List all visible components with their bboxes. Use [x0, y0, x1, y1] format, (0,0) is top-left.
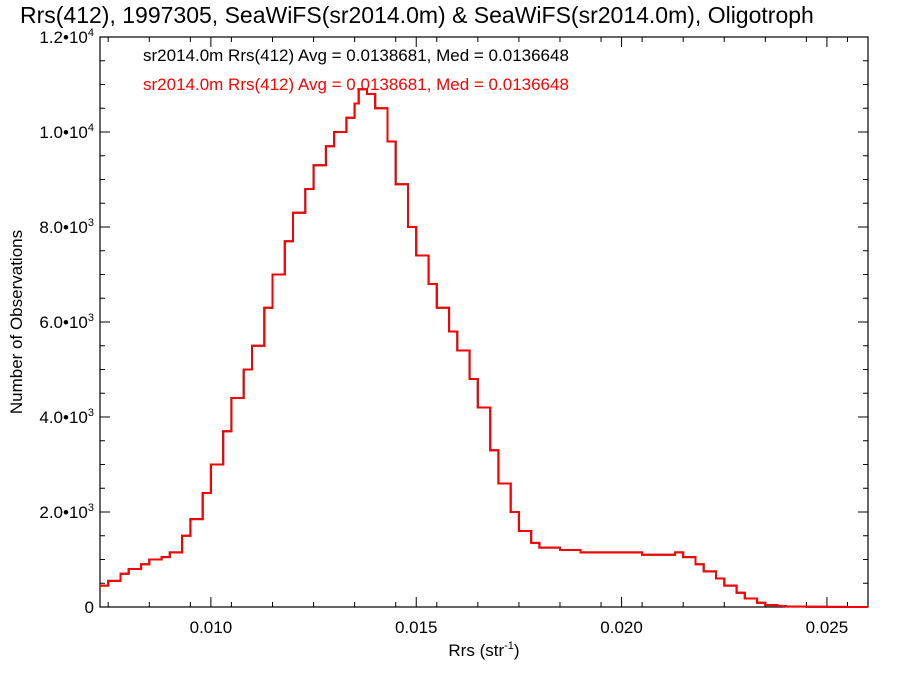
annotation-red: sr2014.0m Rrs(412) Avg = 0.0138681, Med …	[143, 75, 569, 94]
series-layer	[100, 88, 868, 608]
y-tick-label: 6.0•103	[39, 312, 94, 332]
y-axis-ticks: 0 2.0•103 4.0•103 6.0•103 8.0•103 1.0•104 1.2•…	[39, 27, 868, 617]
x-tick-label: 0.020	[600, 618, 643, 637]
plot-frame	[99, 36, 869, 608]
y-tick-label: 2.0•103	[39, 502, 94, 522]
y-tick-label: 0	[85, 598, 94, 617]
y-tick-label: 8.0•103	[39, 217, 94, 237]
chart-title: Rrs(412), 1997305, SeaWiFS(sr2014.0m) & …	[20, 2, 814, 28]
annotation-black: sr2014.0m Rrs(412) Avg = 0.0138681, Med …	[143, 46, 569, 65]
series-line-1	[100, 88, 868, 608]
x-axis-label: Rrs (str-1)	[448, 640, 519, 660]
y-tick-label: 1.0•104	[39, 122, 94, 142]
x-tick-label: 0.025	[806, 618, 849, 637]
x-axis-ticks: 0.010 0.015 0.020 0.025	[107, 37, 849, 637]
y-tick-label: 1.2•104	[39, 27, 94, 47]
y-axis-label: Number of Observations	[7, 230, 26, 414]
series-line-0	[100, 88, 868, 608]
x-tick-label: 0.010	[190, 618, 233, 637]
y-tick-label: 4.0•103	[39, 407, 94, 427]
x-tick-label: 0.015	[395, 618, 438, 637]
